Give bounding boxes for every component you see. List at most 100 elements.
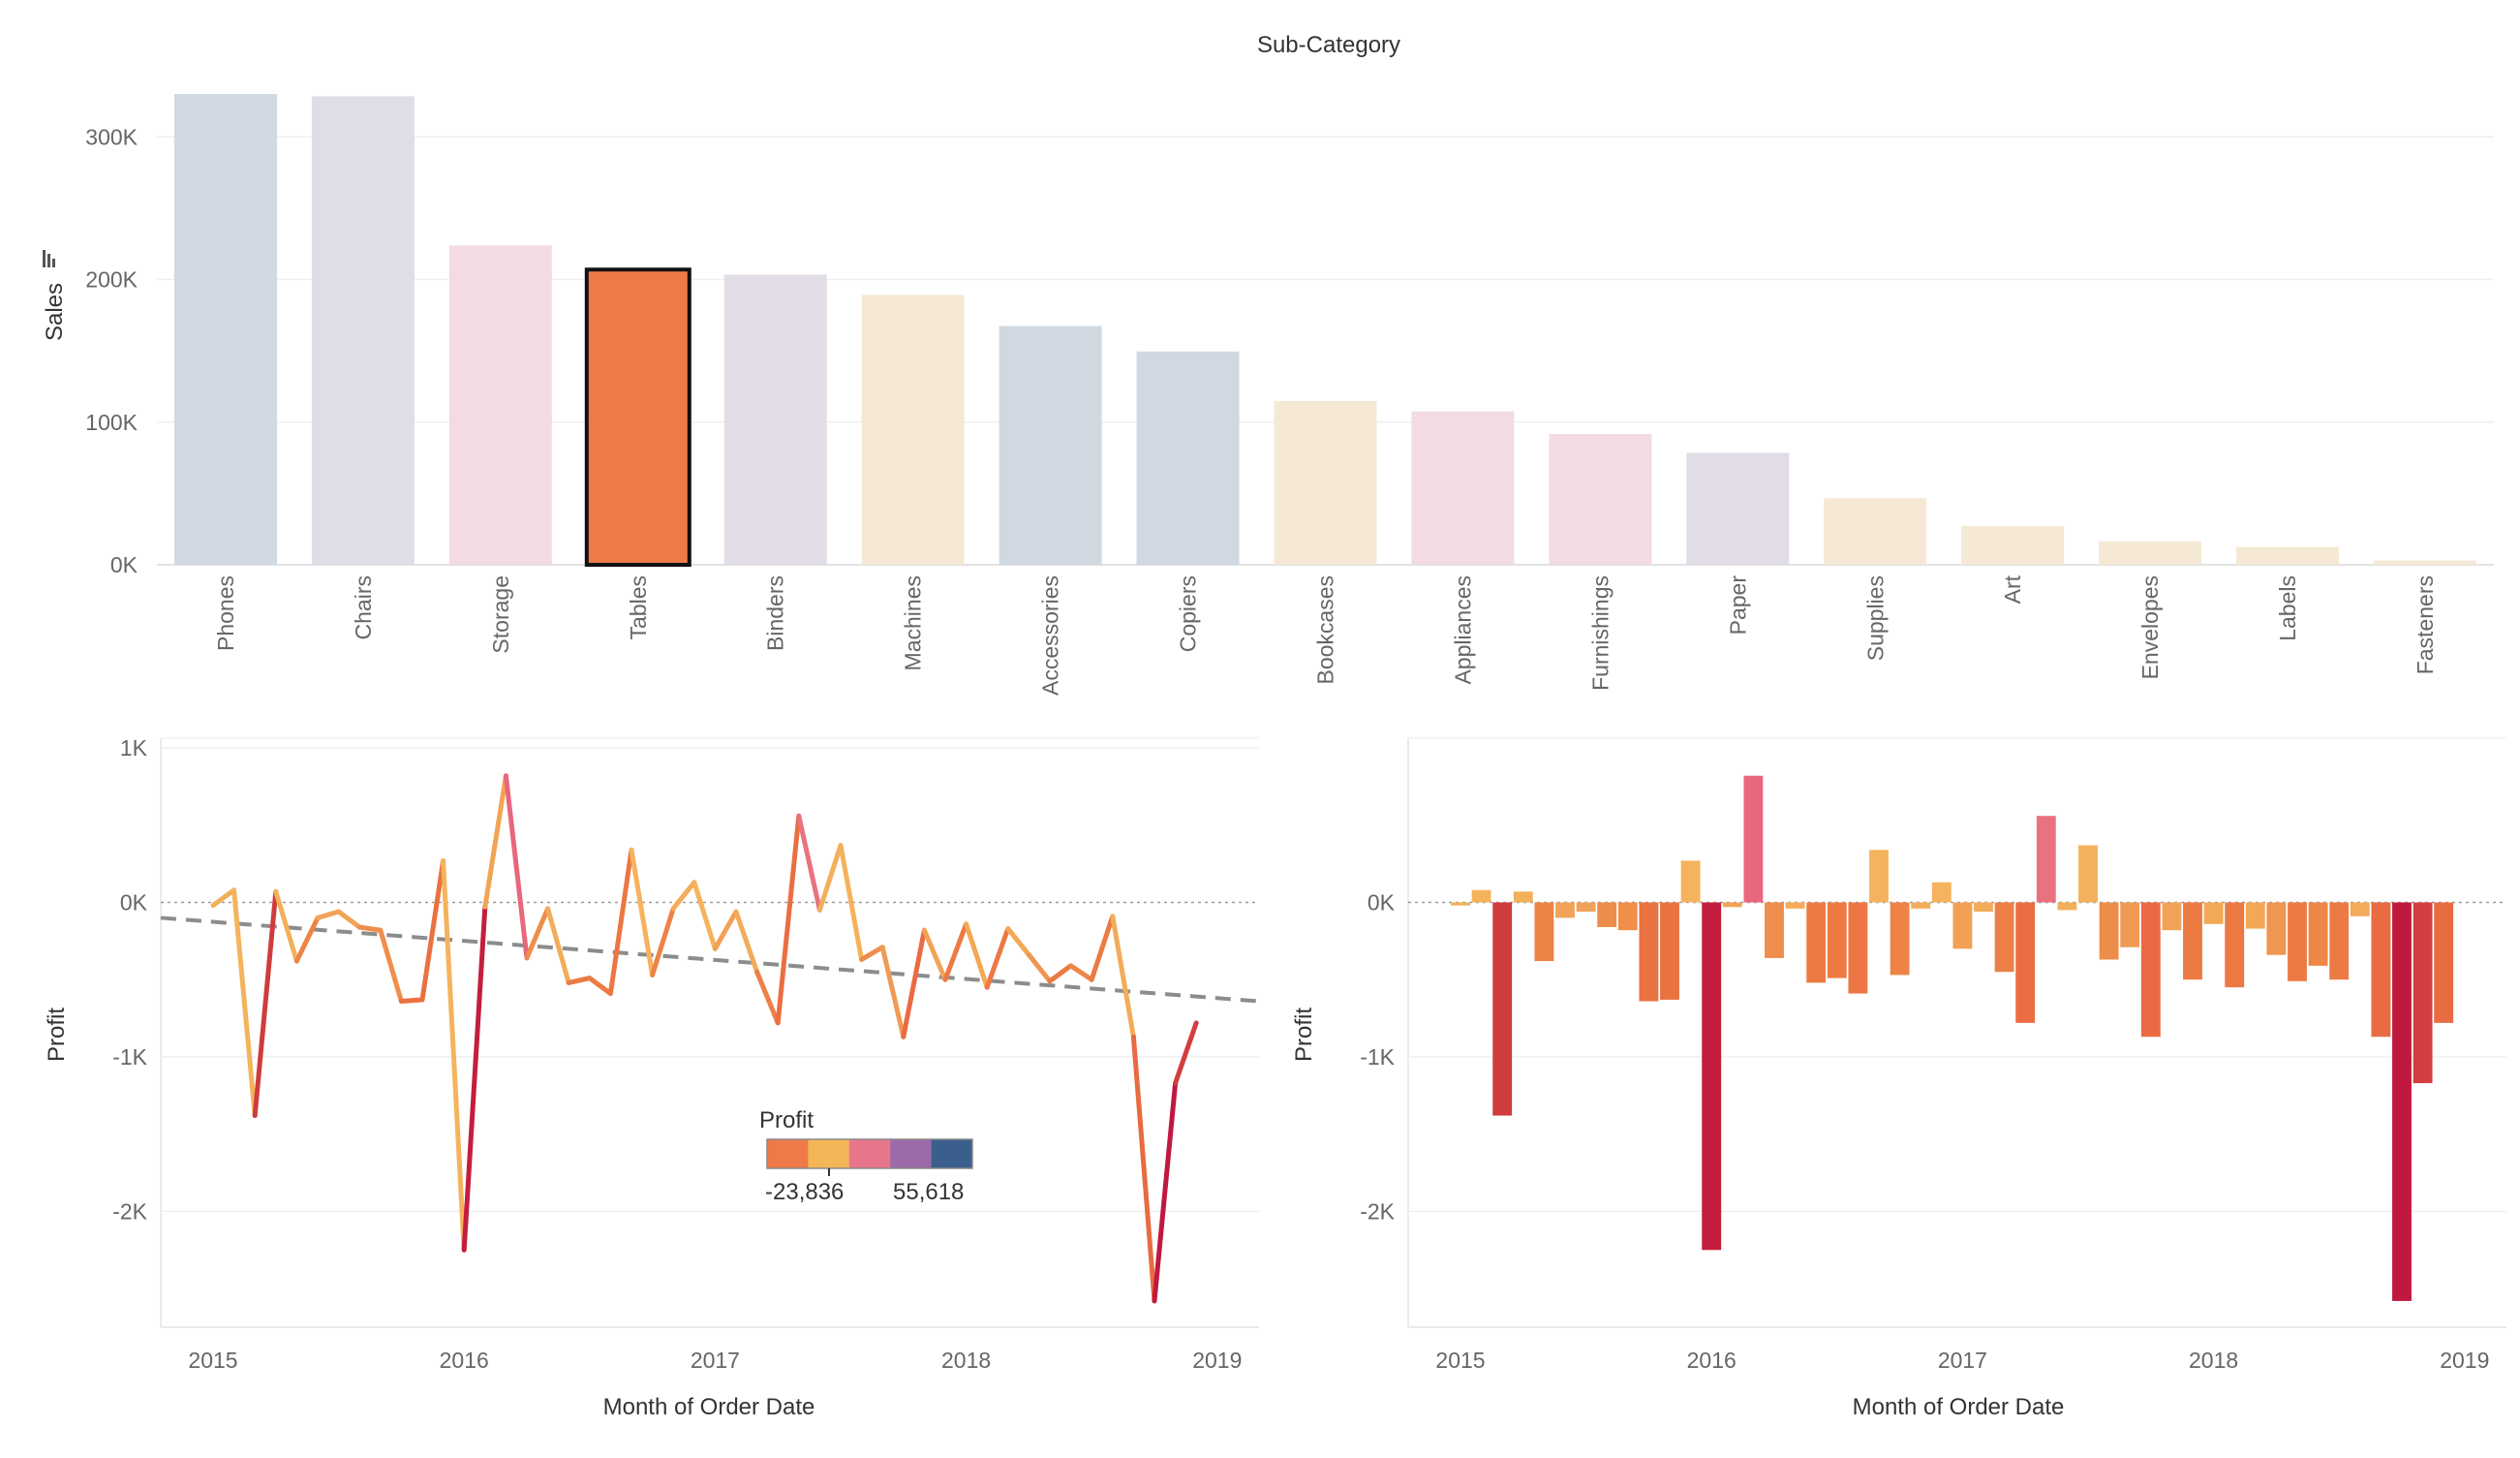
profit-bar[interactable] [1471, 889, 1491, 903]
profit-bar[interactable] [1911, 902, 1931, 909]
trend-line[interactable] [160, 915, 1260, 1004]
line-segment[interactable] [712, 909, 739, 951]
profit-bar[interactable] [2392, 902, 2412, 1301]
line-segment[interactable] [1152, 1080, 1179, 1304]
profit-bar[interactable] [1617, 902, 1638, 931]
line-segment[interactable] [1005, 926, 1031, 958]
profit-bar[interactable] [1639, 902, 1659, 1002]
profit-bar[interactable] [1994, 902, 2014, 973]
profit-bar[interactable] [1555, 902, 1575, 918]
line-segment[interactable] [503, 773, 530, 961]
bar-fasteners[interactable] [2374, 560, 2477, 565]
profit-bar[interactable] [2225, 902, 2245, 988]
line-segment[interactable] [650, 906, 676, 977]
line-segment[interactable] [984, 926, 1011, 990]
profit-bar[interactable] [2371, 902, 2391, 1038]
line-segment[interactable] [775, 813, 802, 1026]
profit-bar[interactable] [1722, 902, 1742, 908]
bar-supplies[interactable] [1824, 498, 1927, 565]
bar-art[interactable] [1961, 526, 2065, 565]
bar-labels[interactable] [2236, 546, 2340, 565]
line-segment[interactable] [1089, 914, 1116, 982]
profit-bar[interactable] [1785, 902, 1805, 909]
profit-bar[interactable] [2245, 902, 2265, 929]
bar-storage[interactable] [448, 245, 552, 565]
line-segment[interactable] [1068, 963, 1094, 982]
sort-icon[interactable] [43, 250, 55, 267]
line-segment[interactable] [733, 909, 760, 975]
profit-bar[interactable] [1597, 902, 1617, 927]
profit-color-legend[interactable]: Profit -23,836 55,618 [759, 1107, 973, 1205]
profit-bar[interactable] [2350, 902, 2370, 916]
line-segment[interactable] [1026, 952, 1053, 984]
profit-bar[interactable] [1890, 902, 1910, 976]
profit-bar[interactable] [1869, 850, 1889, 903]
line-segment[interactable] [754, 969, 781, 1026]
profit-line-series[interactable] [210, 773, 1199, 1304]
profit-bar[interactable] [2183, 902, 2202, 980]
profit-bar[interactable] [1974, 902, 1993, 913]
line-segment[interactable] [838, 842, 865, 962]
profit-bar[interactable] [2308, 902, 2328, 966]
line-segment[interactable] [231, 887, 258, 1119]
bar-machines[interactable] [861, 295, 965, 565]
line-segment[interactable] [587, 976, 613, 997]
profit-bar[interactable] [1534, 902, 1554, 962]
profit-bar[interactable] [1660, 902, 1679, 1000]
bar-binders[interactable] [723, 274, 827, 565]
bar-appliances[interactable] [1411, 411, 1515, 565]
line-segment[interactable] [441, 857, 467, 1253]
line-segment[interactable] [1047, 963, 1074, 984]
line-segment[interactable] [524, 906, 551, 961]
profit-bar[interactable] [1702, 902, 1722, 1251]
profit-bar[interactable] [1765, 902, 1784, 958]
trend-line-path[interactable] [160, 915, 1260, 1004]
profit-bar[interactable] [1806, 902, 1827, 983]
line-segment[interactable] [210, 887, 237, 909]
bar-copiers[interactable] [1136, 351, 1240, 565]
line-segment[interactable] [378, 927, 404, 1005]
line-segment[interactable] [482, 773, 508, 910]
line-segment[interactable] [1130, 1034, 1157, 1304]
line-segment[interactable] [293, 915, 321, 964]
line-segment[interactable] [942, 921, 969, 982]
line-segment[interactable] [670, 880, 697, 912]
profit-bar[interactable] [1680, 860, 1701, 903]
profit-bar[interactable] [1492, 902, 1513, 1116]
bar-accessories[interactable] [999, 326, 1102, 565]
profit-bars[interactable] [1451, 775, 2454, 1301]
profit-bar[interactable] [2162, 902, 2182, 931]
profit-bar[interactable] [2412, 902, 2433, 1084]
profit-bar[interactable] [1513, 891, 1533, 903]
line-segment[interactable] [398, 997, 425, 1005]
bar-paper[interactable] [1686, 452, 1790, 565]
profit-bar[interactable] [1931, 882, 1951, 903]
profit-bar[interactable] [1827, 902, 1847, 978]
line-segment[interactable] [419, 857, 446, 1003]
line-segment[interactable] [964, 921, 990, 990]
line-segment[interactable] [336, 909, 362, 930]
line-segment[interactable] [461, 904, 488, 1253]
line-segment[interactable] [921, 927, 948, 982]
line-segment[interactable] [1110, 914, 1136, 1039]
top-bars[interactable] [173, 94, 2477, 567]
profit-bar[interactable] [2057, 902, 2077, 911]
profit-bar[interactable] [2329, 902, 2350, 980]
profit-bar[interactable] [2036, 816, 2056, 903]
bar-furnishings[interactable] [1549, 433, 1652, 565]
line-segment[interactable] [252, 888, 279, 1119]
profit-bar[interactable] [2434, 902, 2454, 1023]
profit-bar[interactable] [2203, 902, 2224, 924]
profit-bar[interactable] [2099, 902, 2119, 960]
profit-bar[interactable] [1848, 902, 1868, 994]
profit-bar[interactable] [1451, 902, 1470, 906]
line-segment[interactable] [691, 880, 718, 951]
y-axis-title-sales[interactable]: Sales [42, 250, 68, 341]
line-segment[interactable] [901, 927, 927, 1039]
profit-bar[interactable] [1743, 775, 1764, 903]
line-segment[interactable] [879, 945, 907, 1039]
line-segment[interactable] [629, 847, 656, 977]
profit-bar[interactable] [2120, 902, 2140, 947]
profit-bar[interactable] [1952, 902, 1973, 949]
line-segment[interactable] [273, 888, 299, 964]
